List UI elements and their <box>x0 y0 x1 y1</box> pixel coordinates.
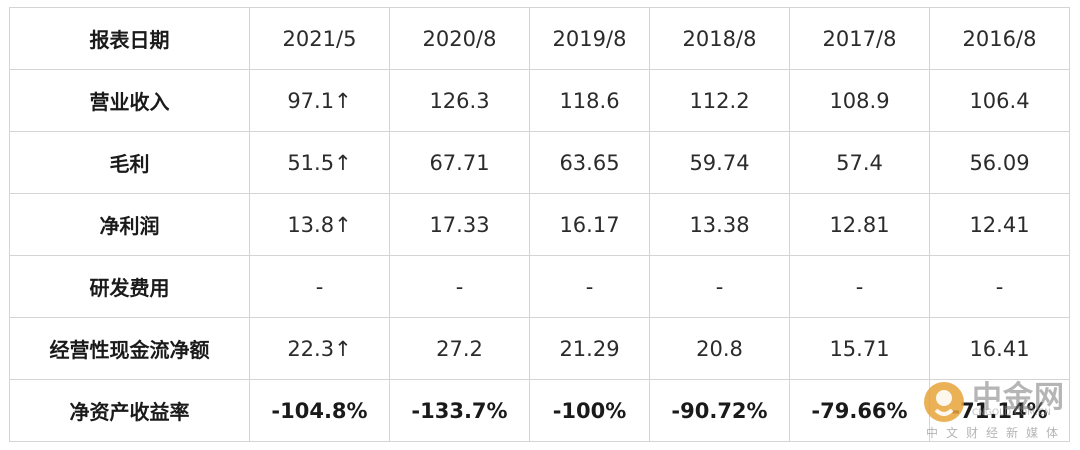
value-cell: 112.2 <box>649 69 790 132</box>
financial-table: 报表日期 2021/5 2020/8 2019/8 2018/8 2017/8 … <box>9 7 1070 442</box>
period-cell: 2017/8 <box>789 7 930 70</box>
value-cell: 27.2 <box>389 317 530 380</box>
value-cell: 118.6 <box>529 69 650 132</box>
value-cell: 67.71 <box>389 131 530 194</box>
value-cell: -100% <box>529 379 650 442</box>
period-cell: 2016/8 <box>929 7 1070 70</box>
table-row-revenue: 营业收入 97.1↑ 126.3 118.6 112.2 108.9 106.4 <box>9 69 1070 132</box>
value-cell: -104.8% <box>249 379 390 442</box>
table-row-rd-expense: 研发费用 - - - - - - <box>9 255 1070 318</box>
value-cell: 59.74 <box>649 131 790 194</box>
value-cell: 106.4 <box>929 69 1070 132</box>
row-label: 经营性现金流净额 <box>9 317 250 380</box>
value-cell: - <box>249 255 390 318</box>
period-cell: 2020/8 <box>389 7 530 70</box>
table-row-gross-profit: 毛利 51.5↑ 67.71 63.65 59.74 57.4 56.09 <box>9 131 1070 194</box>
value-cell: 15.71 <box>789 317 930 380</box>
value-cell: 21.29 <box>529 317 650 380</box>
value-cell: - <box>389 255 530 318</box>
value-cell: 13.38 <box>649 193 790 256</box>
row-label: 营业收入 <box>9 69 250 132</box>
value-cell: 63.65 <box>529 131 650 194</box>
value-cell: 57.4 <box>789 131 930 194</box>
value-cell: 56.09 <box>929 131 1070 194</box>
value-cell: - <box>929 255 1070 318</box>
value-cell: -90.72% <box>649 379 790 442</box>
value-cell: - <box>789 255 930 318</box>
value-cell: 16.17 <box>529 193 650 256</box>
period-cell: 2019/8 <box>529 7 650 70</box>
value-cell: 12.41 <box>929 193 1070 256</box>
header-label: 报表日期 <box>9 7 250 70</box>
value-cell: 22.3↑ <box>249 317 390 380</box>
value-cell: - <box>649 255 790 318</box>
row-label: 净资产收益率 <box>9 379 250 442</box>
value-cell: 16.41 <box>929 317 1070 380</box>
table-row-net-profit: 净利润 13.8↑ 17.33 16.17 13.38 12.81 12.41 <box>9 193 1070 256</box>
value-cell: 17.33 <box>389 193 530 256</box>
value-cell: 12.81 <box>789 193 930 256</box>
row-label: 净利润 <box>9 193 250 256</box>
value-cell: -133.7% <box>389 379 530 442</box>
value-cell: -71.14% <box>929 379 1070 442</box>
value-cell: 126.3 <box>389 69 530 132</box>
value-cell: 20.8 <box>649 317 790 380</box>
table-row-operating-cash-flow: 经营性现金流净额 22.3↑ 27.2 21.29 20.8 15.71 16.… <box>9 317 1070 380</box>
row-label: 毛利 <box>9 131 250 194</box>
period-cell: 2018/8 <box>649 7 790 70</box>
value-cell: 108.9 <box>789 69 930 132</box>
value-cell: - <box>529 255 650 318</box>
table-row-roe: 净资产收益率 -104.8% -133.7% -100% -90.72% -79… <box>9 379 1070 442</box>
table-header-row: 报表日期 2021/5 2020/8 2019/8 2018/8 2017/8 … <box>9 7 1070 70</box>
period-cell: 2021/5 <box>249 7 390 70</box>
value-cell: -79.66% <box>789 379 930 442</box>
value-cell: 97.1↑ <box>249 69 390 132</box>
value-cell: 13.8↑ <box>249 193 390 256</box>
value-cell: 51.5↑ <box>249 131 390 194</box>
row-label: 研发费用 <box>9 255 250 318</box>
